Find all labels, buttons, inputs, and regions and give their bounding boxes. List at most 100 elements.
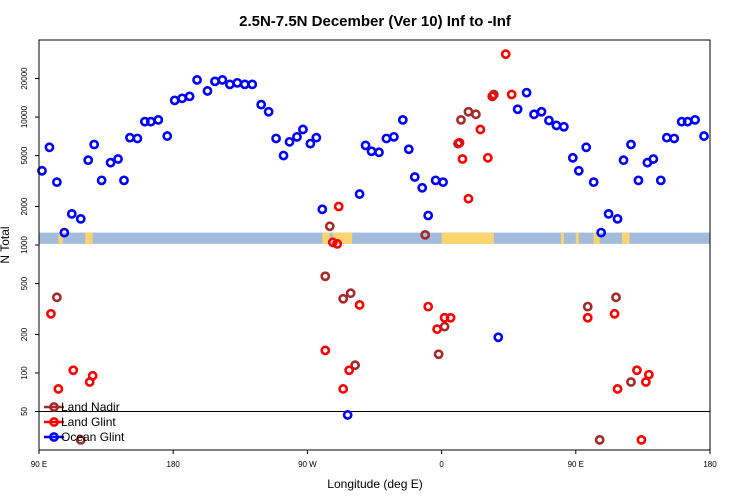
land-band-segment bbox=[560, 232, 564, 244]
land-nadir-point bbox=[470, 109, 481, 120]
ocean-glint-point bbox=[224, 79, 235, 90]
ocean-glint-point bbox=[581, 142, 592, 153]
land-nadir-point bbox=[611, 292, 621, 303]
ocean-glint-point bbox=[239, 79, 250, 90]
ocean-glint-point bbox=[493, 332, 504, 343]
land-nadir-point bbox=[345, 288, 356, 299]
y-tick-label: 20000 bbox=[20, 67, 29, 90]
land-nadir-point bbox=[456, 114, 466, 125]
ocean-glint-point bbox=[381, 133, 392, 144]
series-ocean-glint bbox=[37, 75, 709, 420]
y-tick-label: 100 bbox=[20, 366, 29, 380]
ocean-glint-point bbox=[51, 177, 62, 188]
ocean-glint-point bbox=[438, 177, 448, 188]
land-glint-point bbox=[506, 89, 517, 100]
land-glint-point bbox=[333, 201, 344, 212]
land-glint-point bbox=[338, 384, 349, 394]
land-band-segment bbox=[58, 232, 63, 244]
ocean-glint-point bbox=[44, 142, 55, 153]
ocean-glint-point bbox=[603, 209, 614, 219]
ocean-glint-point bbox=[342, 410, 353, 420]
land-band-segment bbox=[85, 232, 93, 244]
y-axis-ticks: 50 100 200 500 1000 2000 5000 10000 20000 bbox=[20, 67, 39, 416]
ocean-glint-point bbox=[661, 132, 672, 143]
ocean-glint-point bbox=[278, 150, 289, 161]
ocean-glint-point bbox=[567, 152, 578, 163]
ocean-glint-point bbox=[626, 139, 636, 150]
land-glint-point bbox=[457, 154, 468, 164]
ocean-glint-point bbox=[89, 139, 100, 150]
ocean-glint-point bbox=[366, 146, 377, 157]
ocean-glint-point bbox=[305, 138, 316, 149]
land-glint-point bbox=[463, 193, 474, 204]
x-axis-label: Longitude (deg E) bbox=[327, 477, 422, 491]
ocean-glint-point bbox=[397, 114, 408, 125]
ocean-glint-point bbox=[153, 114, 164, 125]
ocean-glint-point bbox=[558, 121, 569, 132]
surface-band bbox=[39, 232, 710, 244]
x-axis-ticks: 90 E 180 90 W 0 90 E 180 bbox=[31, 450, 717, 469]
ocean-glint-point bbox=[202, 86, 213, 96]
ocean-glint-point bbox=[409, 172, 420, 182]
land-band-segment bbox=[593, 232, 600, 244]
land-nadir-point bbox=[433, 349, 444, 360]
land-glint-point bbox=[53, 384, 64, 394]
land-band-segment bbox=[322, 232, 330, 244]
y-tick-label: 5000 bbox=[20, 146, 29, 164]
ocean-glint-point bbox=[430, 175, 441, 186]
land-glint-point bbox=[487, 91, 498, 102]
ocean-glint-point bbox=[169, 95, 180, 106]
x-tick-label: 90 W bbox=[298, 460, 317, 469]
land-nadir-point bbox=[338, 293, 349, 304]
data-points bbox=[37, 49, 709, 445]
land-glint-point bbox=[46, 308, 56, 319]
series-land-glint bbox=[46, 49, 654, 445]
y-axis-label: N Total bbox=[0, 226, 12, 263]
land-band-segment bbox=[441, 232, 494, 244]
ocean-glint-point bbox=[536, 106, 547, 117]
land-glint-point bbox=[632, 365, 642, 376]
chart-title: 2.5N-7.5N December (Ver 10) Inf to -Inf bbox=[239, 13, 512, 30]
ocean-glint-point bbox=[354, 189, 365, 199]
ocean-glint-point bbox=[521, 87, 532, 98]
ocean-glint-point bbox=[247, 79, 258, 90]
ocean-glint-point bbox=[417, 182, 428, 193]
ocean-glint-point bbox=[529, 109, 539, 120]
y-tick-label: 500 bbox=[20, 276, 29, 290]
ocean-glint-point bbox=[125, 132, 135, 143]
y-tick-label: 200 bbox=[20, 327, 29, 341]
land-nadir-point bbox=[51, 292, 62, 303]
ocean-glint-point bbox=[512, 104, 523, 115]
ocean-glint-point bbox=[66, 209, 77, 219]
land-glint-point bbox=[445, 312, 456, 323]
ocean-glint-point bbox=[119, 175, 129, 186]
ocean-glint-point bbox=[96, 175, 107, 186]
land-glint-point bbox=[636, 434, 647, 445]
land-nadir-point bbox=[350, 360, 361, 371]
y-tick-label: 2000 bbox=[20, 197, 29, 215]
ocean-glint-point bbox=[162, 131, 173, 141]
land-glint-point bbox=[423, 301, 434, 312]
ocean-glint-point bbox=[75, 213, 86, 224]
ocean-glint-point bbox=[612, 213, 623, 224]
land-glint-point bbox=[582, 312, 593, 323]
ocean-glint-point bbox=[573, 165, 584, 176]
ocean-glint-point bbox=[177, 93, 188, 104]
y-tick-label: 50 bbox=[20, 406, 29, 415]
ocean-glint-point bbox=[145, 116, 156, 127]
land-glint-point bbox=[643, 369, 654, 380]
land-nadir-point bbox=[324, 221, 335, 232]
x-tick-label: 0 bbox=[439, 460, 444, 469]
y-tick-label: 10000 bbox=[20, 105, 29, 128]
land-band-segment bbox=[575, 232, 579, 244]
ocean-glint-point bbox=[544, 115, 554, 126]
ocean-glint-point bbox=[317, 204, 328, 215]
ocean-glint-point bbox=[360, 140, 371, 151]
land-band-segment bbox=[622, 232, 630, 244]
ocean-glint-point bbox=[596, 227, 607, 238]
ocean-glint-point bbox=[298, 124, 308, 135]
x-tick-label: 90 E bbox=[568, 460, 584, 469]
land-nadir-point bbox=[594, 434, 605, 445]
